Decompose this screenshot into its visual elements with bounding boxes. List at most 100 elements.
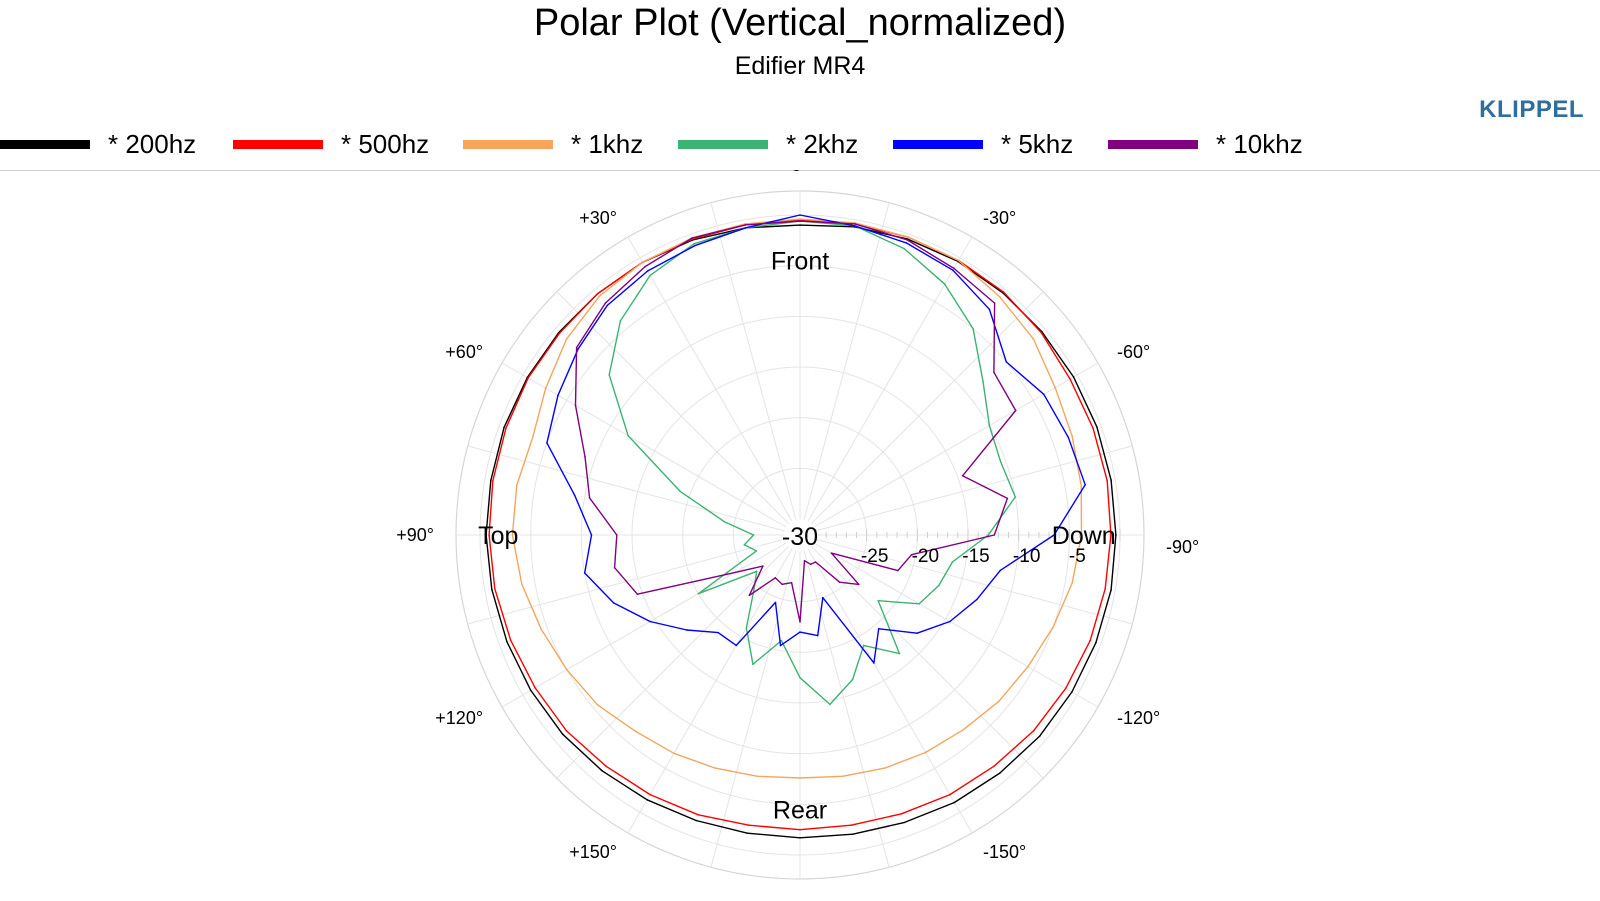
- series-point-4-25: [612, 602, 615, 604]
- legend-label-500hz: * 500hz: [341, 128, 430, 159]
- series-point-0-25: [506, 640, 508, 643]
- legend-item-1khz[interactable]: * 1khz: [463, 126, 643, 162]
- series-point-2-21: [673, 752, 675, 755]
- series-point-4-31: [577, 348, 579, 350]
- series-point-2-5: [1032, 338, 1035, 340]
- series-point-2-11: [1052, 626, 1054, 628]
- series-point-4-29: [546, 442, 548, 444]
- series-point-5-13: [858, 583, 860, 586]
- series-point-3-4: [972, 327, 974, 330]
- series-point-5-18: [799, 621, 801, 623]
- series-point-3-26: [743, 544, 746, 546]
- series-point-0-10: [1110, 589, 1112, 591]
- series-point-3-5: [982, 380, 984, 383]
- series-point-2-3: [957, 259, 960, 262]
- series-point-0-17: [851, 833, 854, 835]
- legend-item-10khz[interactable]: * 10khz: [1108, 126, 1303, 162]
- polar-spoke: [710, 202, 797, 520]
- series-layer: [485, 214, 1117, 839]
- legend-label-200hz: * 200hz: [108, 128, 197, 159]
- series-point-1-16: [900, 813, 903, 815]
- series-point-5-2: [906, 239, 909, 241]
- series-point-1-12: [1064, 687, 1067, 690]
- series-point-3-29: [679, 490, 682, 493]
- legend-item-2khz[interactable]: * 2khz: [678, 126, 858, 162]
- series-point-0-12: [1071, 691, 1073, 693]
- angle-label: -150°: [983, 842, 1026, 862]
- series-point-3-24: [697, 592, 700, 595]
- series-point-5-3: [953, 267, 955, 270]
- series-point-5-1: [854, 223, 856, 225]
- series-point-3-3: [944, 283, 946, 285]
- legend-item-5khz[interactable]: * 5khz: [893, 126, 1073, 162]
- series-point-3-10: [951, 561, 954, 563]
- series-point-4-8: [1084, 483, 1087, 486]
- series-point-3-12: [918, 603, 920, 605]
- series-point-1-26: [494, 588, 496, 590]
- series-point-1-17: [850, 824, 852, 826]
- series-point-5-8: [1006, 497, 1009, 500]
- series-point-4-32: [606, 304, 609, 307]
- series-point-3-21: [745, 627, 748, 629]
- series-point-5-4: [993, 302, 996, 304]
- angle-label: -90°: [1166, 537, 1199, 557]
- series-point-3-31: [608, 374, 611, 376]
- ring-tick-label: -10: [1013, 546, 1040, 567]
- series-point-1-18: [799, 828, 801, 831]
- ring-tick-label: -30: [782, 523, 818, 551]
- series-point-2-15: [924, 751, 927, 754]
- series-point-5-31: [575, 346, 578, 349]
- series-point-2-23: [596, 704, 599, 706]
- angle-label: +30°: [579, 208, 617, 228]
- series-point-3-28: [723, 520, 726, 523]
- series-point-0-22: [601, 770, 603, 772]
- legend-label-1khz: * 1khz: [571, 128, 644, 159]
- series-point-3-8: [1014, 496, 1017, 498]
- polar-spoke: [807, 548, 973, 834]
- series-point-3-15: [862, 644, 865, 647]
- series-point-2-17: [841, 775, 844, 778]
- legend-item-500hz[interactable]: * 500hz: [233, 126, 429, 162]
- series-point-5-7: [961, 475, 964, 477]
- series-point-0-27: [485, 534, 487, 536]
- legend-swatch-10khz: [1108, 139, 1198, 149]
- series-point-0-6: [1072, 376, 1075, 378]
- angle-label: -120°: [1117, 708, 1160, 728]
- series-point-5-34: [691, 237, 693, 239]
- polar-spoke: [556, 545, 790, 779]
- series-point-4-15: [873, 662, 875, 664]
- series-point-3-7: [999, 461, 1002, 463]
- series-point-1-13: [1032, 730, 1035, 732]
- series-point-5-10: [910, 553, 913, 556]
- polar-chart: -30 -25 -20 -15 -10 -5 0° -30° -60° -90° -120° -150…: [396, 170, 1199, 900]
- series-point-1-22: [605, 765, 607, 767]
- series-point-2-19: [756, 775, 759, 778]
- series-point-2-32: [598, 295, 601, 297]
- ring-tick-label: -20: [912, 546, 939, 567]
- series-point-2-10: [1071, 582, 1074, 584]
- direction-label-rear: Rear: [773, 796, 827, 824]
- series-point-4-34: [693, 244, 696, 247]
- series-point-2-27: [511, 534, 514, 536]
- series-point-1-31: [558, 332, 561, 335]
- series-point-2-22: [634, 730, 637, 733]
- series-point-1-6: [1069, 378, 1071, 380]
- series-point-4-1: [853, 225, 856, 227]
- series-point-1-8: [1106, 480, 1108, 482]
- series-point-5-33: [644, 265, 646, 268]
- polar-spoke: [627, 236, 793, 522]
- series-point-0-15: [953, 801, 956, 804]
- series-point-4-14: [877, 627, 880, 630]
- series-point-4-0: [799, 214, 801, 216]
- polar-spoke: [815, 445, 1133, 532]
- series-point-0-20: [695, 819, 697, 822]
- series-point-3-33: [649, 274, 651, 277]
- legend-label-10khz: * 10khz: [1216, 128, 1303, 159]
- series-point-2-6: [1054, 386, 1056, 389]
- series-point-5-28: [588, 497, 591, 499]
- legend-item-200hz[interactable]: * 200hz: [0, 126, 196, 162]
- series-point-4-4: [988, 308, 991, 311]
- series-point-5-16: [809, 563, 812, 566]
- legend-label-5khz: * 5khz: [1001, 128, 1074, 159]
- series-point-2-25: [540, 628, 542, 630]
